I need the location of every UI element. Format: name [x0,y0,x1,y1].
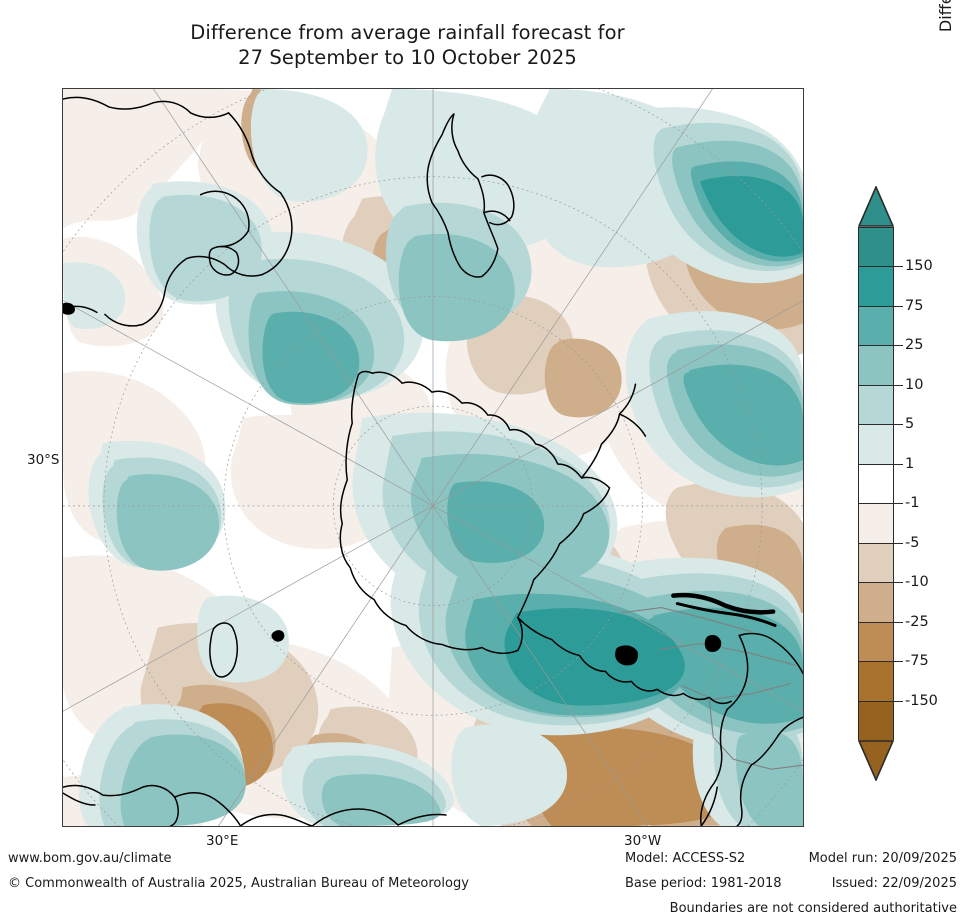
colorbar-band-10 [859,622,893,663]
colorbar-tick-25 [894,345,903,347]
colorbar-tick--10 [894,582,903,584]
footer-copyright: © Commonwealth of Australia 2025, Austra… [8,876,469,891]
footer-model-run: Model run: 20/09/2025 [808,851,957,866]
colorbar-band-6 [859,464,893,505]
colorbar-tick-label--10: -10 [905,574,929,591]
colorbar-tick-label-150: 150 [905,258,933,275]
colorbar-tick--75 [894,661,903,663]
footer-boundaries-disclaimer: Boundaries are not considered authoritat… [669,901,957,916]
colorbar-tick-label--25: -25 [905,613,929,630]
map-frame[interactable] [62,88,804,827]
colorbar-tick-label-25: 25 [905,337,924,354]
footer-model: Model: ACCESS-S2 [625,851,746,866]
colorbar-tick-label--150: -150 [905,692,938,709]
colorbar-band-3 [859,346,893,386]
colorbar-tick-label-1: 1 [905,455,915,472]
colorbar-tick--1 [894,503,903,505]
colorbar-band-12 [859,701,893,741]
colorbar-band-2 [859,306,893,347]
colorbar-band-1 [859,267,893,307]
colorbar-tick-150 [894,266,903,268]
colorbar-band-8 [859,543,893,584]
colorbar-tick-label-75: 75 [905,297,924,314]
colorbar-tick-label--75: -75 [905,653,929,670]
page-title: Difference from average rainfall forecas… [0,20,815,70]
colorbar-tick-10 [894,384,903,386]
colorbar-tick-label--5: -5 [905,534,920,551]
footer-base-period: Base period: 1981-2018 [625,876,782,891]
colorbar-bands [858,227,894,741]
colorbar-tick-5 [894,424,903,426]
colorbar-tick--5 [894,542,903,544]
colorbar-title: Difference from average (mm) [933,0,959,212]
title-line-1: Difference from average rainfall forecas… [190,21,625,44]
colorbar-arrow-top [858,186,894,227]
colorbar-tick-label-10: 10 [905,376,924,393]
colorbar-band-9 [859,583,893,623]
colorbar-tick-label--1: -1 [905,495,920,512]
longitude-label-30w: 30°W [624,833,662,849]
colorbar: 150 75 25 10 5 1 -1 -5 -10 -25 -75 -150 Difference … [855,0,965,790]
colorbar-band-7 [859,504,893,544]
colorbar-tick-1 [894,463,903,465]
colorbar-band-0 [859,228,893,268]
colorbar-tick-75 [894,305,903,307]
title-line-2: 27 September to 10 October 2025 [238,46,577,69]
footer-issued: Issued: 22/09/2025 [831,876,957,891]
rainfall-anomaly-map[interactable] [63,89,803,826]
map-country-borders [621,607,803,770]
colorbar-tick--25 [894,621,903,623]
longitude-label-30e: 30°E [206,833,239,849]
colorbar-arrow-bottom [858,740,894,781]
map-container[interactable] [62,88,804,827]
colorbar-tick--150 [894,700,903,702]
latitude-label-30s: 30°S [27,452,60,468]
footer-website-url[interactable]: www.bom.gov.au/climate [8,851,172,866]
colorbar-band-11 [859,662,893,702]
anomaly-band-wet-extreme [504,176,803,706]
colorbar-band-5 [859,425,893,465]
map-coastlines [63,96,803,826]
colorbar-tick-label-5: 5 [905,416,915,433]
colorbar-band-4 [859,385,893,426]
